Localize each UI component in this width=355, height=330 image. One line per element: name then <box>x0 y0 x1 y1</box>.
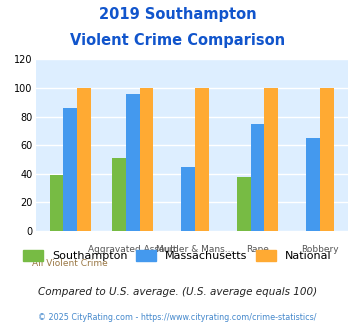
Text: Violent Crime Comparison: Violent Crime Comparison <box>70 33 285 48</box>
Text: Compared to U.S. average. (U.S. average equals 100): Compared to U.S. average. (U.S. average … <box>38 287 317 297</box>
Text: Murder & Mans...: Murder & Mans... <box>157 245 234 254</box>
Bar <box>181 167 195 231</box>
Text: All Violent Crime: All Violent Crime <box>32 259 108 268</box>
Bar <box>237 177 251 231</box>
Text: © 2025 CityRating.com - https://www.cityrating.com/crime-statistics/: © 2025 CityRating.com - https://www.city… <box>38 314 317 322</box>
Bar <box>264 88 278 231</box>
Bar <box>306 138 320 231</box>
Text: Robbery: Robbery <box>301 245 339 254</box>
Bar <box>64 108 77 231</box>
Bar <box>251 124 264 231</box>
Bar <box>126 94 140 231</box>
Bar <box>112 158 126 231</box>
Bar <box>140 88 153 231</box>
Bar <box>320 88 334 231</box>
Legend: Southampton, Massachusetts, National: Southampton, Massachusetts, National <box>20 247 335 265</box>
Bar <box>195 88 209 231</box>
Text: 2019 Southampton: 2019 Southampton <box>99 7 256 21</box>
Text: Aggravated Assault: Aggravated Assault <box>88 245 177 254</box>
Bar <box>77 88 91 231</box>
Text: Rape: Rape <box>246 245 269 254</box>
Bar <box>50 175 64 231</box>
